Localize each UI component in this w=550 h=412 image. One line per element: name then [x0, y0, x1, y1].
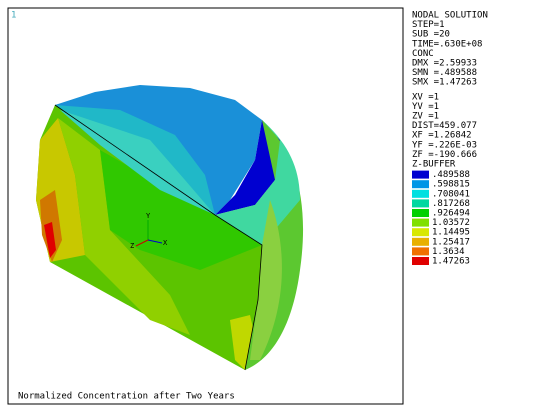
info-line: SUB =20: [412, 30, 450, 40]
view-line: DIST=459.077: [412, 121, 477, 131]
view-line: YF =.226E-03: [412, 140, 477, 150]
legend-label: .708041: [432, 189, 470, 199]
view-line: Z-BUFFER: [412, 160, 456, 170]
legend-swatch: [412, 209, 429, 217]
legend-swatch: [412, 170, 429, 179]
legend-swatch: [412, 189, 429, 198]
view-line: YV =1: [412, 102, 439, 112]
view-line: XV =1: [412, 92, 439, 102]
triad-label: Z: [130, 242, 134, 250]
legend-swatch: [412, 199, 429, 208]
info-line: DMX =2.59933: [412, 59, 477, 69]
legend-swatch: [412, 247, 429, 256]
triad-label: Y: [146, 212, 151, 220]
legend-label: .489588: [432, 170, 470, 180]
legend-swatch: [412, 257, 429, 265]
legend-label: 1.3634: [432, 247, 465, 257]
triad-label: X: [163, 239, 168, 247]
legend-label: .817268: [432, 199, 470, 209]
legend-swatch: [412, 218, 429, 227]
caption: Normalized Concentration after Two Years: [18, 392, 235, 402]
legend-swatch: [412, 180, 429, 189]
legend-label: 1.14495: [432, 228, 470, 238]
legend-label: .598815: [432, 180, 470, 190]
view-line: XF =1.26842: [412, 131, 472, 141]
info-line: NODAL SOLUTION: [412, 11, 488, 21]
legend-swatch: [412, 228, 429, 237]
info-line: STEP=1: [412, 20, 445, 30]
triad: [135, 220, 163, 247]
legend-label: 1.25417: [432, 237, 470, 247]
legend-swatch: [412, 237, 429, 246]
view-line: ZV =1: [412, 112, 439, 122]
window-number: 1: [11, 11, 16, 21]
info-line: CONC: [412, 49, 434, 59]
info-line: SMN =.489588: [412, 68, 477, 78]
model: [36, 85, 304, 371]
legend-label: .926494: [432, 209, 470, 219]
legend-label: 1.47263: [432, 257, 470, 267]
info-line: SMX =1.47263: [412, 78, 477, 88]
legend-label: 1.03572: [432, 218, 470, 228]
info-line: TIME=.630E+08: [412, 39, 482, 49]
view-line: ZF =-190.666: [412, 150, 477, 160]
